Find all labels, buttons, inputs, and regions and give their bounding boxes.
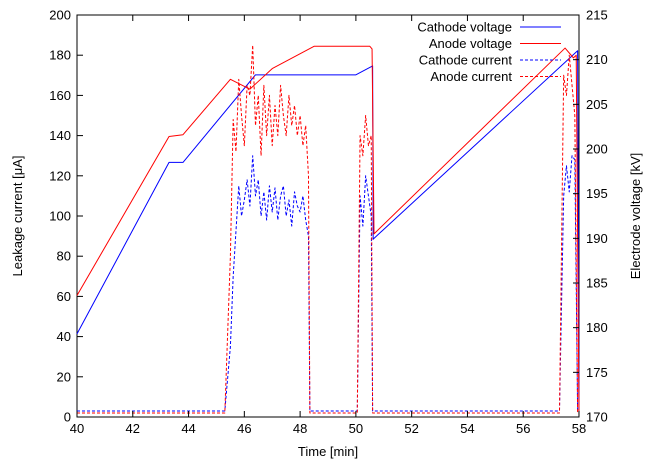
- legend-label: Anode current: [430, 69, 512, 84]
- y-right-tick-label: 195: [586, 186, 608, 201]
- y-left-axis-label: Leakage current [μA]: [10, 156, 25, 277]
- y-left-tick-label: 120: [49, 168, 71, 183]
- x-tick-label: 52: [404, 421, 418, 436]
- x-tick-label: 50: [349, 421, 363, 436]
- y-left-tick-label: 200: [49, 8, 71, 23]
- y-left-tick-label: 60: [57, 289, 71, 304]
- series-line-cathode-current: [77, 155, 579, 412]
- x-tick-label: 58: [572, 421, 586, 436]
- legend-label: Cathode voltage: [417, 20, 512, 35]
- x-tick-label: 40: [70, 421, 84, 436]
- y-left-tick-label: 100: [49, 209, 71, 224]
- series-line-anode-current: [77, 44, 579, 414]
- y-right-tick-label: 180: [586, 320, 608, 335]
- x-tick-label: 48: [293, 421, 307, 436]
- y-left-tick-label: 140: [49, 128, 71, 143]
- y-left-tick-label: 40: [57, 329, 71, 344]
- y-right-tick-label: 200: [586, 142, 608, 157]
- y-left-tick-label: 0: [64, 410, 71, 425]
- series-line-anode-voltage: [76, 45, 580, 418]
- y-left-tick-label: 180: [49, 48, 71, 63]
- x-axis-label: Time [min]: [298, 444, 358, 459]
- legend-label: Anode voltage: [429, 36, 512, 51]
- y-left-tick-label: 160: [49, 88, 71, 103]
- y-right-tick-label: 205: [586, 97, 608, 112]
- ticks-group: 40 42 44 46 48 50 52 54 56 58 0 20 40 60 80 100 120 140 16…: [49, 8, 607, 437]
- y-right-tick-label: 170: [586, 410, 608, 425]
- x-tick-label: 42: [126, 421, 140, 436]
- y-left-tick-label: 20: [57, 369, 71, 384]
- x-tick-label: 56: [516, 421, 530, 436]
- y-right-tick-label: 210: [586, 52, 608, 67]
- x-tick-label: 54: [460, 421, 474, 436]
- series-group: [76, 44, 580, 418]
- y-right-tick-label: 190: [586, 231, 608, 246]
- x-tick-label: 46: [237, 421, 251, 436]
- y-right-tick-label: 175: [586, 365, 608, 380]
- x-tick-label: 44: [181, 421, 195, 436]
- legend-label: Cathode current: [419, 53, 513, 68]
- y-right-tick-label: 185: [586, 276, 608, 291]
- y-left-tick-label: 80: [57, 249, 71, 264]
- y-right-axis-label: Electrode voltage [kV]: [628, 153, 643, 279]
- y-right-tick-label: 215: [586, 8, 608, 23]
- series-line-cathode-voltage: [76, 50, 580, 418]
